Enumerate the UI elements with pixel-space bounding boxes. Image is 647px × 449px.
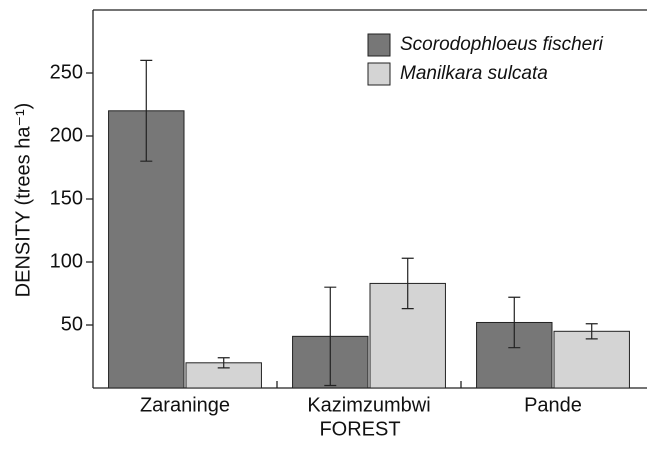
legend-swatch bbox=[367, 33, 391, 57]
error-bar bbox=[140, 59, 153, 162]
x-axis-label: FOREST bbox=[319, 418, 400, 440]
x-tick-label: Pande bbox=[524, 394, 582, 416]
y-tick-label: 200 bbox=[50, 124, 83, 146]
error-bar bbox=[217, 357, 230, 369]
y-tick-label: 100 bbox=[50, 250, 83, 272]
error-bar bbox=[508, 296, 521, 349]
legend-label: Scorodophloeus fischeri bbox=[400, 34, 604, 55]
error-bar bbox=[585, 323, 598, 340]
legend-label: Manilkara sulcata bbox=[400, 63, 548, 84]
error-bar bbox=[324, 286, 337, 387]
y-axis-label: DENSITY (trees ha⁻¹) bbox=[12, 103, 34, 298]
y-tick-label: 150 bbox=[50, 187, 83, 209]
bar bbox=[553, 330, 630, 389]
y-tick-label: 50 bbox=[61, 313, 83, 335]
x-tick-label: Zaraninge bbox=[140, 394, 230, 416]
legend-swatch bbox=[367, 62, 391, 86]
error-bar bbox=[401, 257, 414, 310]
y-tick-label: 250 bbox=[50, 61, 83, 83]
x-tick-label: Kazimzumbwi bbox=[307, 394, 430, 416]
